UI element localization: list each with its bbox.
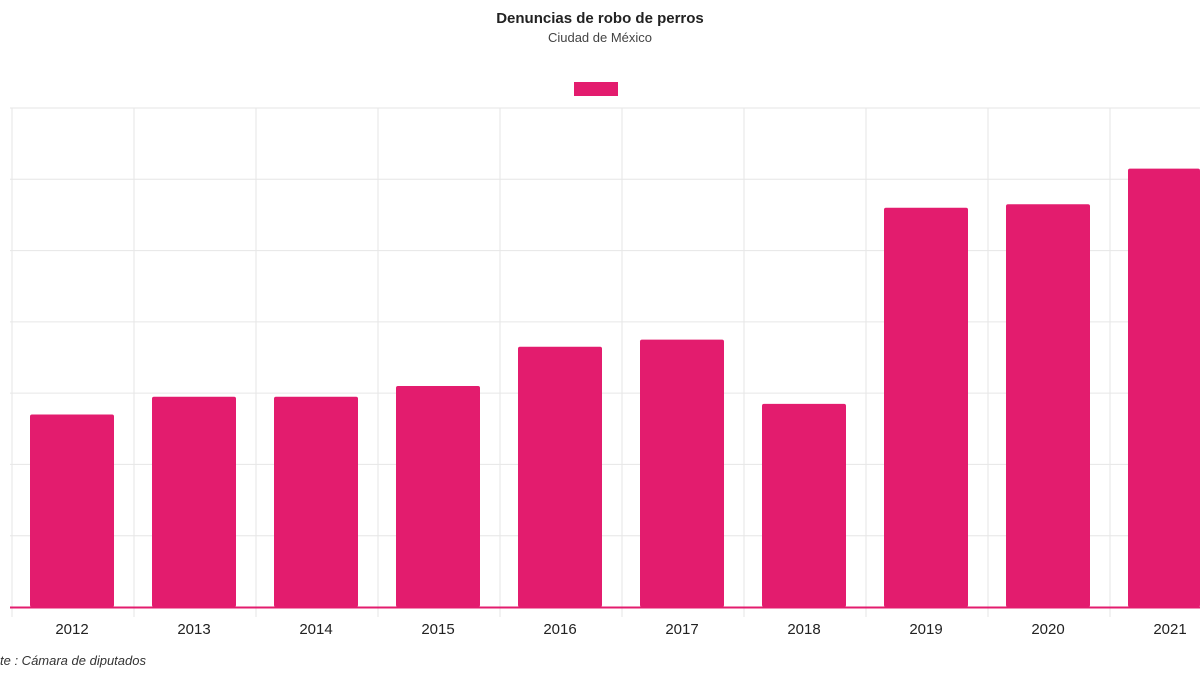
bars	[30, 168, 1200, 608]
x-tick-labels: 2012 2013 2014 2015 2016 2017 2018 2019 2020 2021	[55, 621, 1186, 638]
bar-2016[interactable]	[518, 346, 602, 607]
x-tick-label: 2021	[1153, 621, 1186, 638]
legend-series-swatch[interactable]	[574, 82, 618, 96]
bar-2013[interactable]	[152, 396, 236, 607]
bar-2014[interactable]	[274, 396, 358, 607]
x-tick-label: 2012	[55, 621, 88, 638]
bar-2015[interactable]	[396, 386, 480, 607]
x-tick-label: 2020	[1031, 621, 1064, 638]
x-tick-label: 2018	[787, 621, 820, 638]
bar-2012[interactable]	[30, 414, 114, 607]
x-tick-label: 2019	[909, 621, 942, 638]
chart-title: Denuncias de robo de perros	[496, 10, 704, 27]
bar-2020[interactable]	[1006, 204, 1090, 607]
bar-2018[interactable]	[762, 403, 846, 607]
bar-2019[interactable]	[884, 207, 968, 608]
x-tick-label: 2014	[299, 621, 332, 638]
bar-2021[interactable]	[1128, 168, 1200, 608]
legend-swatch-color	[574, 82, 618, 96]
source-note: te : Cámara de diputados	[0, 653, 146, 668]
x-tick-label: 2015	[421, 621, 454, 638]
x-tick-label: 2016	[543, 621, 576, 638]
x-tick-label: 2017	[665, 621, 698, 638]
bar-2017[interactable]	[640, 339, 724, 607]
chart-subtitle: Ciudad de México	[547, 30, 653, 45]
x-tick-label: 2013	[177, 621, 210, 638]
